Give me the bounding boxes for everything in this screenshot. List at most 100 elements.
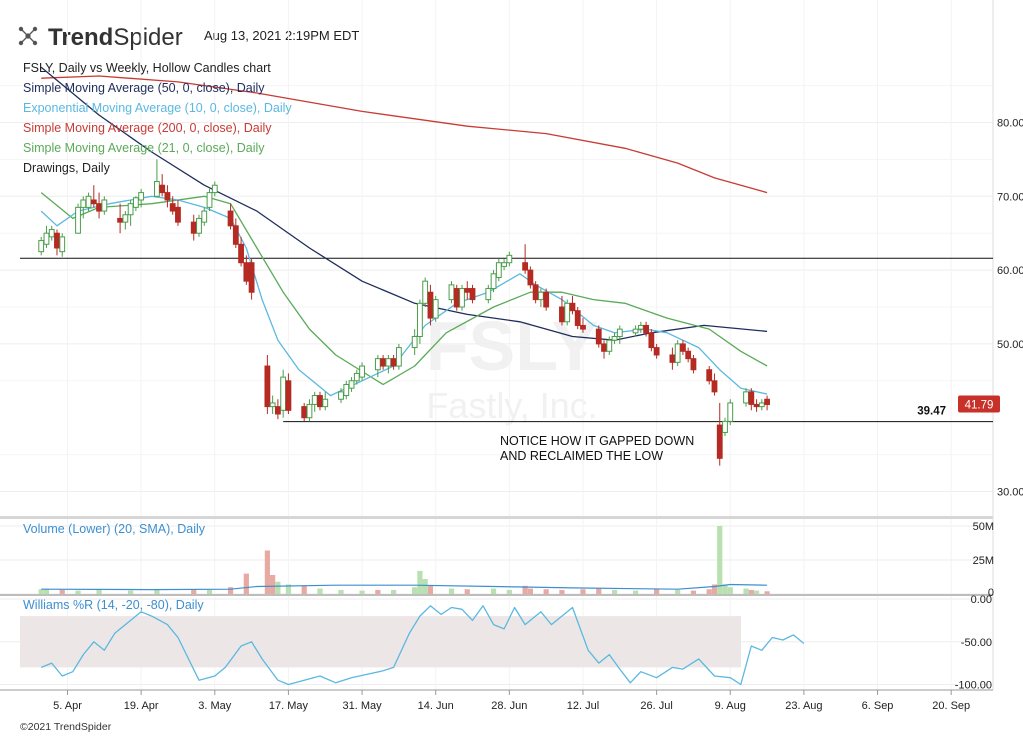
candle bbox=[311, 391, 318, 412]
candle bbox=[90, 185, 97, 208]
price-tag-value: 41.79 bbox=[965, 399, 994, 411]
volume-bar bbox=[96, 589, 102, 594]
candle bbox=[716, 402, 723, 466]
ema10-line bbox=[40, 195, 768, 397]
candle bbox=[132, 196, 139, 212]
candle-body bbox=[54, 232, 60, 249]
candle bbox=[43, 225, 50, 248]
candle-body bbox=[748, 391, 755, 405]
annotation-line-2: AND RECLAIMED THE LOW bbox=[500, 449, 663, 463]
candle-body bbox=[532, 284, 539, 301]
candle bbox=[753, 399, 760, 412]
candle-body bbox=[138, 192, 145, 201]
legend-entry[interactable]: Simple Moving Average (50, 0, close), Da… bbox=[23, 81, 265, 95]
candle bbox=[522, 244, 529, 274]
williams-axis-ticks: 0.00 -50.00 -100.00 bbox=[955, 594, 992, 692]
candle-body bbox=[685, 350, 692, 360]
price-tick-label: 80.00 bbox=[997, 118, 1023, 130]
legend-entry[interactable]: Drawings, Daily bbox=[23, 161, 111, 175]
candle bbox=[569, 295, 576, 315]
candle bbox=[743, 388, 749, 407]
x-tick-label: 5. Apr bbox=[53, 700, 82, 712]
x-tick-label: 23. Aug bbox=[785, 700, 822, 712]
williams-pane-title[interactable]: Williams %R (14, -20, -80), Daily bbox=[23, 598, 204, 612]
price-volume-separator[interactable] bbox=[0, 516, 993, 519]
candle bbox=[175, 199, 181, 226]
williams-tick-label: -100.00 bbox=[955, 680, 992, 692]
legend-entry[interactable]: Simple Moving Average (200, 0, close), D… bbox=[23, 121, 272, 135]
candle-body bbox=[506, 254, 513, 264]
x-tick-label: 12. Jul bbox=[567, 700, 599, 712]
volume-bar bbox=[743, 588, 749, 594]
candle bbox=[411, 329, 418, 355]
volume-bar bbox=[301, 585, 307, 594]
volume-bar bbox=[128, 590, 134, 594]
price-tick-label: 30.00 bbox=[997, 487, 1023, 499]
legend-entry[interactable]: FSLY, Daily vs Weekly, Hollow Candles ch… bbox=[23, 61, 271, 75]
volume-bar bbox=[391, 589, 397, 594]
candle-body bbox=[85, 195, 92, 208]
candle bbox=[758, 399, 765, 411]
candles bbox=[38, 159, 770, 466]
legend-entry[interactable]: Simple Moving Average (21, 0, close), Da… bbox=[23, 141, 265, 155]
candle-body bbox=[190, 221, 197, 234]
candle bbox=[501, 259, 507, 271]
watermark-company: Fastly, Inc. bbox=[426, 385, 597, 426]
candle bbox=[248, 259, 255, 300]
price-tick-label: 70.00 bbox=[997, 191, 1023, 203]
candle-body bbox=[580, 324, 586, 330]
candle-body bbox=[643, 324, 650, 334]
candle-body bbox=[311, 395, 318, 405]
candle-body bbox=[432, 299, 439, 319]
candle-body bbox=[169, 203, 176, 212]
volume-bar bbox=[317, 588, 323, 594]
volume-pane-title[interactable]: Volume (Lower) (20, SMA), Daily bbox=[23, 522, 206, 536]
candle-body bbox=[411, 336, 418, 349]
candle bbox=[643, 321, 650, 337]
candle-body bbox=[674, 343, 681, 363]
candle bbox=[611, 332, 618, 344]
candle-body bbox=[495, 262, 502, 278]
candle-body bbox=[232, 225, 239, 245]
candle-body bbox=[501, 262, 507, 267]
sma21-line bbox=[40, 192, 768, 386]
volume-bar bbox=[422, 579, 428, 594]
volume-bar bbox=[75, 590, 81, 594]
volume-bar bbox=[522, 585, 528, 594]
candle bbox=[595, 325, 602, 348]
candle bbox=[232, 218, 239, 248]
candle-body bbox=[275, 406, 281, 415]
price-tick-label: 50.00 bbox=[997, 339, 1023, 351]
candle bbox=[190, 214, 197, 241]
candle-body bbox=[706, 369, 713, 382]
volume-bar bbox=[206, 589, 213, 594]
candle bbox=[322, 391, 329, 411]
candle-body bbox=[374, 358, 381, 371]
candle-body bbox=[248, 262, 255, 293]
candle bbox=[653, 343, 660, 359]
candle-body bbox=[343, 383, 350, 397]
candle bbox=[574, 307, 581, 330]
legend[interactable]: FSLY, Daily vs Weekly, Hollow Candles ch… bbox=[23, 61, 292, 175]
candle bbox=[101, 196, 108, 215]
candle bbox=[306, 399, 313, 422]
candle-body bbox=[753, 403, 760, 408]
candle-body bbox=[611, 336, 618, 341]
candle-body bbox=[606, 339, 613, 352]
candle bbox=[48, 225, 55, 241]
volume-williams-separator[interactable] bbox=[0, 594, 993, 596]
candle bbox=[637, 321, 644, 333]
candle-body bbox=[469, 288, 476, 301]
candle-body bbox=[353, 372, 360, 382]
x-tick-label: 9. Aug bbox=[715, 700, 746, 712]
price-tag: 41.79 bbox=[958, 395, 1000, 413]
volume-bar bbox=[611, 589, 618, 594]
volume-bar bbox=[338, 589, 344, 594]
legend-entry[interactable]: Exponential Moving Average (10, 0, close… bbox=[23, 101, 292, 115]
volume-bar bbox=[727, 587, 733, 594]
sma50-line bbox=[40, 66, 768, 341]
volume-bar bbox=[448, 588, 455, 594]
candle-body bbox=[632, 328, 639, 334]
volume-bar bbox=[427, 585, 434, 594]
candle-body bbox=[669, 354, 676, 363]
